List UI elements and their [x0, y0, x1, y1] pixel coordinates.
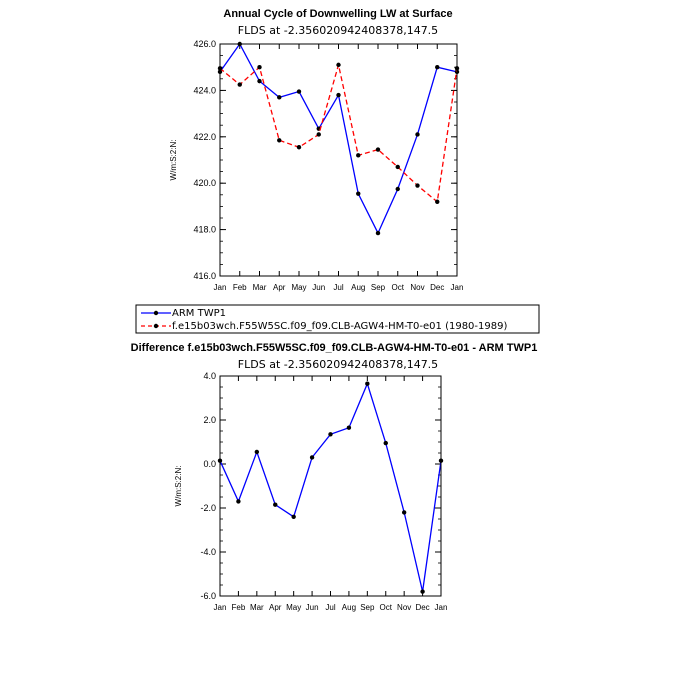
- bottom-series-point-0: [236, 499, 241, 504]
- bottom-xtick-label: Nov: [397, 603, 411, 612]
- bottom-xtick-label: Aug: [342, 603, 356, 612]
- bottom-xtick-label: May: [286, 603, 301, 612]
- top-series-point-1: [375, 147, 381, 152]
- top-series-point-1: [395, 164, 400, 170]
- legend-marker-model: [153, 323, 159, 329]
- top-series-point-0: [375, 230, 381, 236]
- bottom-series-point-0: [309, 455, 315, 460]
- legend-marker-arm: [153, 310, 159, 316]
- top-series-point-0: [415, 132, 420, 137]
- bottom-xtick-label: Jun: [306, 603, 319, 612]
- top-xtick-label: Sep: [371, 283, 386, 292]
- top-xtick-label: Aug: [351, 283, 365, 292]
- top-ytick-label: 418.0: [193, 225, 216, 235]
- top-chart: Annual Cycle of Downwelling LW at Surfac…: [169, 8, 463, 292]
- top-series-point-1: [296, 145, 302, 150]
- legend-label-arm: ARM TWP1: [172, 308, 226, 319]
- top-xtick-label: Jul: [333, 283, 343, 292]
- bottom-series-line-0: [219, 381, 442, 592]
- top-series-point-0: [277, 95, 282, 100]
- bottom-xtick-label: Jul: [325, 603, 335, 612]
- top-series-point-1: [257, 65, 262, 70]
- top-xtick-label: Jun: [312, 283, 325, 292]
- top-series-point-1: [277, 138, 282, 143]
- top-ytick-label: 426.0: [193, 39, 216, 49]
- bottom-ytick-label: -4.0: [200, 547, 216, 557]
- top-xtick-label: Jan: [451, 283, 464, 292]
- top-xtick-label: May: [291, 283, 306, 292]
- top-xtick-label: Jan: [214, 283, 227, 292]
- bottom-xtick-label: Sep: [360, 603, 375, 612]
- top-series-point-1: [316, 132, 321, 137]
- top-chart-title: Annual Cycle of Downwelling LW at Surfac…: [223, 8, 452, 20]
- top-ytick-label: 416.0: [193, 271, 216, 281]
- top-series-point-0: [356, 191, 361, 196]
- bottom-xtick-label: Feb: [232, 603, 246, 612]
- top-series-point-1: [336, 62, 341, 68]
- bottom-series-point-0: [365, 381, 370, 386]
- top-series-point-0: [395, 186, 400, 192]
- top-series-point-1: [237, 82, 242, 87]
- bottom-series-point-0: [401, 510, 407, 515]
- top-xtick-label: Mar: [253, 283, 267, 292]
- bottom-series-point-0: [254, 449, 260, 455]
- top-series-point-0: [296, 89, 302, 94]
- legend-label-model: f.e15b03wch.F55W5SC.f09_f09.CLB-AGW4-HM-…: [172, 321, 507, 332]
- top-series-point-1: [415, 183, 420, 188]
- top-series-line-1: [219, 64, 458, 203]
- bottom-ytick-label: 0.0: [203, 459, 216, 469]
- legend-item-arm: ARM TWP1: [141, 308, 226, 319]
- top-ytick-label: 422.0: [193, 132, 216, 142]
- bottom-xtick-label: Oct: [380, 603, 393, 612]
- bottom-xtick-label: Mar: [250, 603, 264, 612]
- top-series-point-0: [435, 65, 440, 70]
- bottom-series-point-0: [328, 432, 333, 437]
- bottom-ytick-label: 2.0: [203, 415, 216, 425]
- top-xtick-label: Feb: [233, 283, 247, 292]
- bottom-xtick-label: Jan: [435, 603, 448, 612]
- bottom-series-point-0: [346, 425, 352, 430]
- top-series-line-0: [219, 42, 458, 235]
- top-series-point-0: [257, 78, 262, 84]
- top-ytick-label: 420.0: [193, 178, 216, 188]
- bottom-series-point-0: [420, 589, 425, 594]
- top-xtick-label: Nov: [410, 283, 424, 292]
- top-series-point-1: [356, 153, 361, 158]
- bottom-chart-title: Difference f.e15b03wch.F55W5SC.f09_f09.C…: [131, 342, 538, 354]
- legend: ARM TWP1 f.e15b03wch.F55W5SC.f09_f09.CLB…: [135, 304, 540, 334]
- top-xtick-label: Oct: [392, 283, 405, 292]
- top-ytick-label: 424.0: [193, 85, 216, 95]
- legend-item-model: f.e15b03wch.F55W5SC.f09_f09.CLB-AGW4-HM-…: [141, 321, 507, 332]
- bottom-ytick-label: -2.0: [200, 503, 216, 513]
- bottom-chart-frame: [219, 375, 442, 597]
- bottom-series-point-0: [273, 502, 278, 507]
- bottom-xtick-label: Dec: [415, 603, 429, 612]
- bottom-xtick-label: Jan: [214, 603, 227, 612]
- bottom-chart-ylabel: W/m:S:2:N:: [174, 466, 183, 507]
- bottom-chart: Difference f.e15b03wch.F55W5SC.f09_f09.C…: [131, 342, 538, 612]
- bottom-series-point-0: [383, 440, 388, 446]
- bottom-series-point-0: [291, 514, 296, 519]
- top-xtick-label: Dec: [430, 283, 444, 292]
- top-series-point-1: [435, 199, 440, 204]
- top-chart-frame: [219, 43, 458, 277]
- top-series-point-0: [336, 92, 341, 98]
- bottom-xtick-label: Apr: [269, 603, 282, 612]
- top-chart-subtitle: FLDS at -2.356020942408378,147.5: [238, 24, 438, 37]
- legend-box: [135, 304, 540, 334]
- bottom-ytick-label: -6.0: [200, 591, 216, 601]
- bottom-chart-subtitle: FLDS at -2.356020942408378,147.5: [238, 358, 438, 371]
- top-xtick-label: Apr: [273, 283, 286, 292]
- top-chart-ylabel: W/m:S:2:N:: [169, 140, 178, 181]
- bottom-ytick-label: 4.0: [203, 371, 216, 381]
